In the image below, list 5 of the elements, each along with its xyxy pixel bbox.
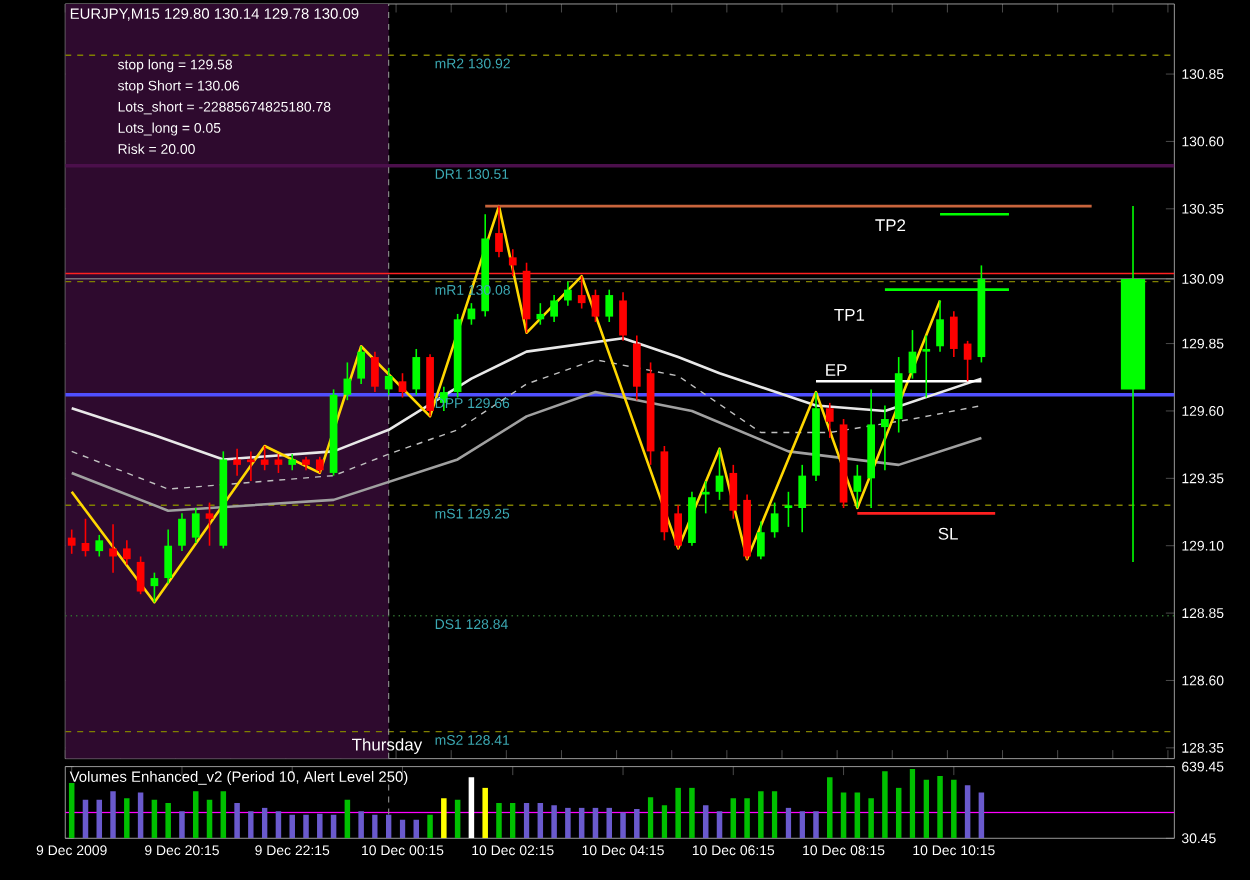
annotation: Thursday [352, 738, 423, 754]
annotation: TP1 [834, 309, 865, 321]
annotation: EP [826, 364, 847, 376]
annotation: SL [938, 527, 958, 540]
annotation: TP2 [875, 219, 906, 231]
